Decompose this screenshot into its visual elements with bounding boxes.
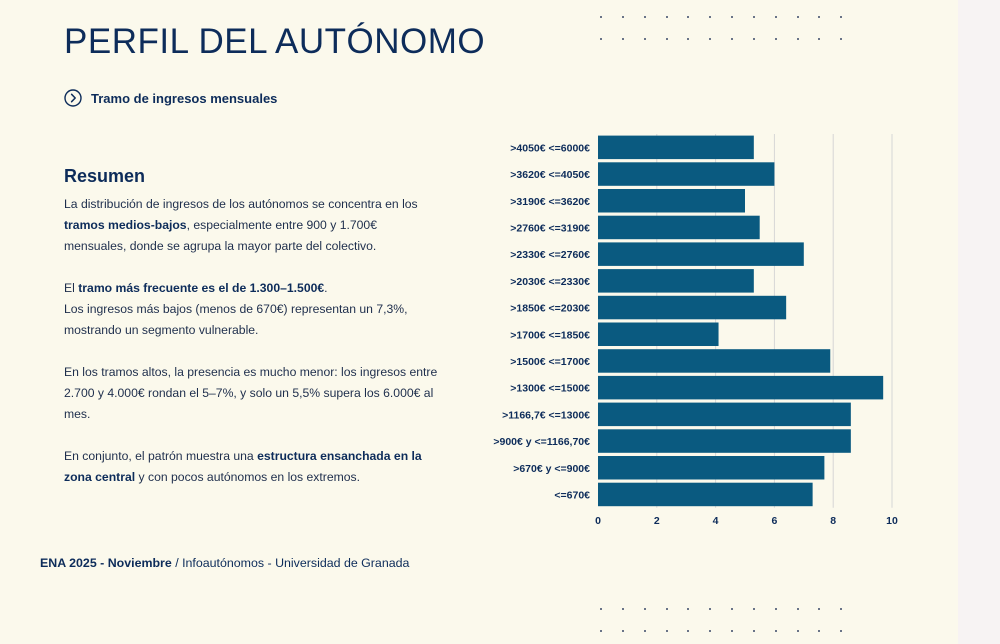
x-tick-label: 6 <box>771 515 777 527</box>
section-subtitle: Tramo de ingresos mensuales <box>91 90 278 106</box>
category-label: >670€ y <=900€ <box>513 463 590 475</box>
summary-paragraph-2: El tramo más frecuente es el de 1.300–1.… <box>64 281 408 337</box>
bar <box>598 162 775 186</box>
bar <box>598 269 754 293</box>
x-tick-label: 10 <box>886 515 898 527</box>
x-tick-label: 0 <box>595 515 601 527</box>
bar <box>598 215 760 240</box>
category-label: >900€ y <=1166,70€ <box>493 436 590 448</box>
bar-chart-svg: >4050€ <=6000€ >3620€ <=4050€ >3190€ <=362… <box>493 134 898 527</box>
summary-heading: Resumen <box>64 166 146 186</box>
category-label: >1166,7€ <=1300€ <box>502 409 590 421</box>
x-tick-label: 4 <box>713 515 719 527</box>
page-title: PERFIL DEL AUTÓNOMO <box>64 22 486 61</box>
x-tick-label: 8 <box>830 515 836 527</box>
bar <box>598 242 804 266</box>
summary-panel: Resumen La distribución de ingresos de l… <box>64 166 442 509</box>
category-label: >1500€ <=1700€ <box>510 356 590 368</box>
chevron-right-circle-icon <box>64 89 82 107</box>
category-label: >3190€ <=3620€ <box>510 196 590 208</box>
bar <box>598 429 851 453</box>
category-label: >1300€ <=1500€ <box>510 383 590 395</box>
decorative-dots-top <box>600 16 862 40</box>
summary-paragraph-1: La distribución de ingresos de los autón… <box>64 197 418 253</box>
bar <box>598 456 825 480</box>
footer-source-text: Infoautónomos - Universidad de Granada <box>182 556 410 570</box>
bar <box>598 349 831 373</box>
income-bracket-chart: >4050€ <=6000€ >3620€ <=4050€ >3190€ <=362… <box>470 120 930 530</box>
page: PERFIL DEL AUTÓNOMO Tramo de ingresos me… <box>40 16 930 632</box>
category-label: >4050€ <=6000€ <box>510 142 590 154</box>
section-header: Tramo de ingresos mensuales <box>64 89 277 107</box>
bar <box>598 402 851 427</box>
bar <box>598 189 745 213</box>
bar <box>598 295 787 320</box>
bar <box>598 375 884 400</box>
category-label: <=670€ <box>554 489 590 501</box>
category-label: >2330€ <=2760€ <box>510 249 590 261</box>
footer-edition: ENA 2025 - Noviembre <box>40 556 172 570</box>
category-label: >2030€ <=2330€ <box>510 276 590 288</box>
category-label: >1850€ <=2030€ <box>510 303 590 315</box>
category-label: >2760€ <=3190€ <box>510 222 590 234</box>
decorative-dots-bottom <box>600 608 862 632</box>
footer-source: ENA 2025 - Noviembre / Infoautónomos - U… <box>40 556 410 570</box>
category-label: >1700€ <=1850€ <box>510 329 590 341</box>
bar <box>598 135 754 160</box>
category-label: >3620€ <=4050€ <box>510 169 590 181</box>
summary-paragraph-4: En conjunto, el patrón muestra una estru… <box>64 449 422 484</box>
bar <box>598 482 813 507</box>
x-tick-label: 2 <box>654 515 660 527</box>
bar <box>598 322 719 346</box>
summary-paragraph-3: En los tramos altos, la presencia es muc… <box>64 365 438 421</box>
